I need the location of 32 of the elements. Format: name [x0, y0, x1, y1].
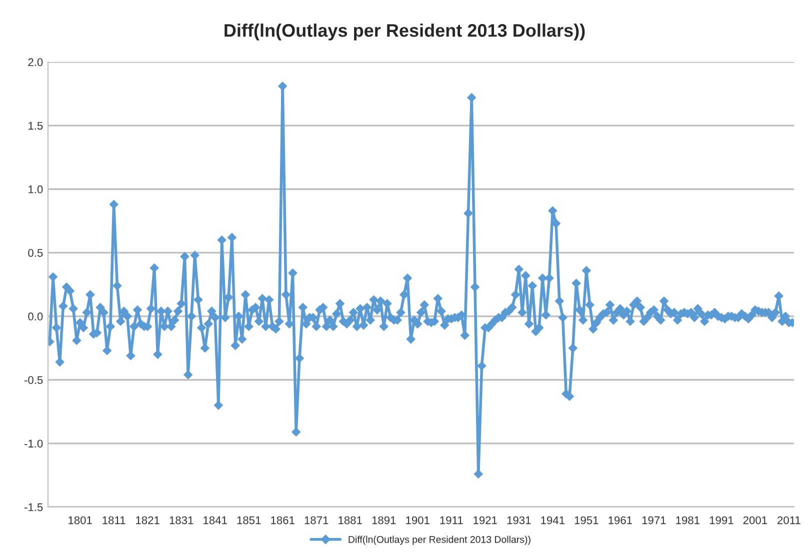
x-tick-label: 1911: [440, 516, 463, 524]
x-tick-label: 1951: [574, 516, 598, 524]
x-tick-label: 1921: [474, 516, 497, 524]
y-tick-label: 1.0: [28, 185, 43, 194]
y-tick-label: 0.5: [28, 248, 43, 257]
x-tick-label: 1821: [136, 516, 160, 524]
x-tick-label: 1961: [608, 516, 632, 524]
x-tick-label: 1931: [507, 516, 531, 524]
y-tick-label: 0.0: [28, 312, 43, 320]
x-tick-label: 1901: [406, 516, 430, 524]
legend-label: Diff(ln(Outlays per Resident 2013 Dollars)): [348, 536, 530, 545]
y-tick-label: 2.0: [28, 58, 43, 66]
x-tick-label: 2001: [743, 516, 767, 524]
chart-title: Diff(ln(Outlays per Resident 2013 Dollars)): [224, 24, 585, 40]
x-tick-label: 1841: [204, 516, 227, 524]
x-tick-label: 1851: [237, 516, 261, 524]
x-tick-label: 1881: [338, 516, 362, 524]
x-tick-label: 1891: [372, 516, 396, 524]
x-tick-label: 2011: [778, 516, 800, 524]
y-tick-label: 1.5: [28, 122, 43, 130]
x-tick-label: 1971: [642, 516, 666, 524]
x-tick-label: 1861: [271, 516, 294, 524]
x-tick-label: 1831: [170, 516, 194, 524]
y-tick-label: -0.5: [24, 376, 43, 384]
x-tick-label: 1981: [676, 516, 700, 524]
y-tick-label: -1.0: [24, 440, 43, 448]
x-tick-label: 1811: [102, 516, 126, 524]
x-tick-label: 1871: [304, 516, 328, 524]
x-tick-label: 1991: [710, 516, 734, 524]
x-tick-label: 1941: [541, 516, 564, 524]
x-tick-label: 1801: [68, 516, 92, 524]
y-tick-label: -1.5: [24, 503, 43, 512]
